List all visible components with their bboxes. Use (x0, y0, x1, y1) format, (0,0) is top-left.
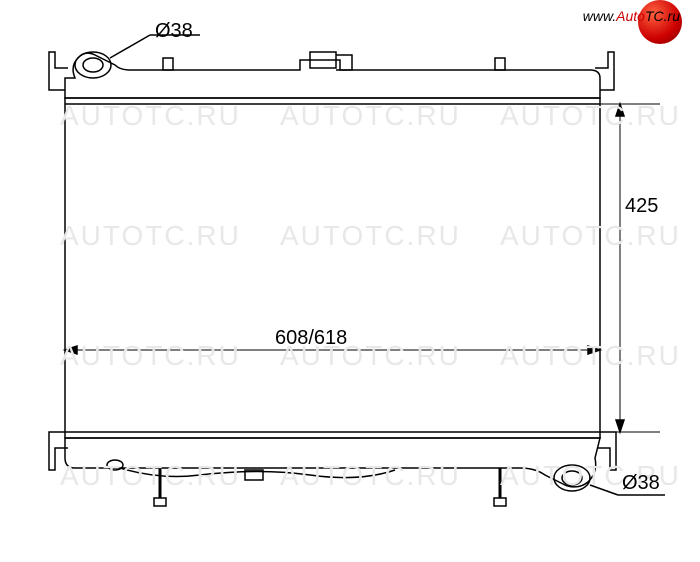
width-dim-label: 608/618 (275, 327, 347, 350)
mount-bracket-tr (595, 52, 614, 90)
url-prefix: www. (583, 8, 616, 24)
url-ext: .ru (664, 8, 680, 24)
bottom-tank (65, 438, 600, 487)
url-suffix: TC (645, 8, 664, 24)
top-port-diameter-label: Ø38 (155, 20, 193, 43)
height-dim-label: 425 (625, 195, 658, 218)
leader-bottom (590, 485, 618, 495)
mount-tab (163, 58, 173, 70)
mount-pin-foot (494, 498, 506, 506)
mount-pin-foot (154, 498, 166, 506)
radiator-core (65, 98, 600, 438)
arrowhead (65, 346, 77, 354)
url-main: Auto (616, 8, 645, 24)
filler-bracket (336, 55, 352, 70)
source-url: www.AutoTC.ru (583, 8, 680, 24)
inlet-port (75, 52, 111, 78)
inlet-port-inner (83, 58, 103, 72)
arrowhead (616, 104, 624, 116)
arrowhead (588, 346, 600, 354)
top-tank (65, 53, 600, 98)
outlet-port-inner (562, 471, 582, 485)
leader-top (110, 35, 150, 58)
mount-tab (495, 58, 505, 70)
arrowhead (616, 420, 624, 432)
radiator-diagram (0, 0, 700, 562)
bottom-port-diameter-label: Ø38 (622, 472, 660, 495)
